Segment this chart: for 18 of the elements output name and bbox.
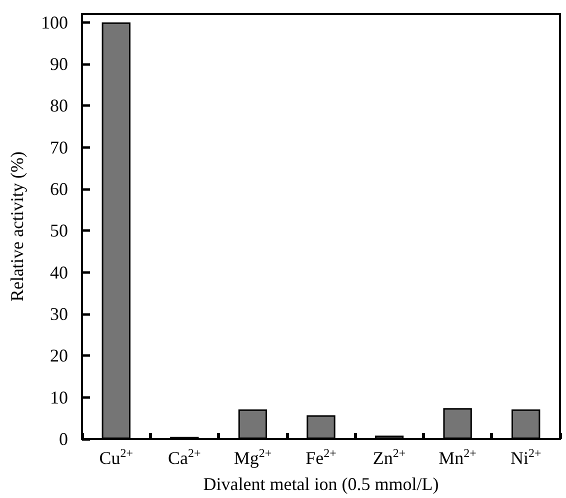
bar	[512, 409, 540, 439]
y-tick-label: 20	[50, 346, 68, 366]
x-axis-title: Divalent metal ion (0.5 mmol/L)	[203, 474, 439, 494]
y-axis-title: Relative activity (%)	[7, 152, 27, 302]
y-tick-label: 100	[41, 12, 68, 32]
y-tick-label: 30	[50, 304, 68, 324]
y-tick-label: 10	[50, 387, 68, 408]
y-tick-label: 50	[50, 220, 68, 241]
y-tick-label: 70	[50, 137, 68, 158]
bar	[102, 22, 130, 439]
y-tick-label: 60	[50, 179, 68, 199]
bar	[238, 409, 268, 439]
y-tick-label: 40	[50, 262, 68, 282]
y-tick-label: 80	[50, 96, 68, 116]
bar	[443, 408, 472, 439]
bar	[306, 415, 336, 439]
y-tick-label: 90	[50, 54, 68, 74]
y-tick-label: 0	[59, 429, 68, 449]
